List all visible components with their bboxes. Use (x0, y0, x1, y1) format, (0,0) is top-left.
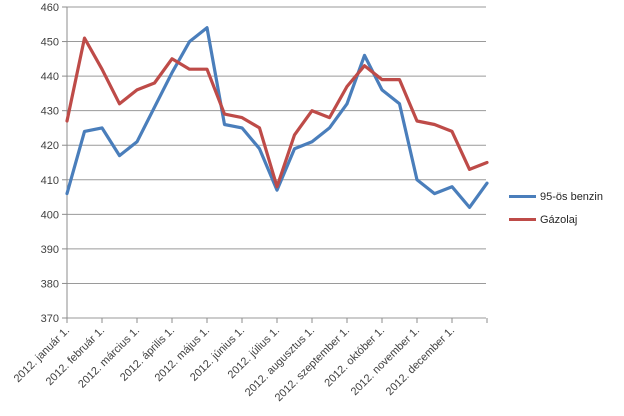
gazolaj-series-line (65, 36, 489, 189)
chart-legend: 95-ös benzin Gázolaj (509, 188, 603, 234)
legend-item-gazolaj: Gázolaj (509, 211, 603, 228)
y-axis-label: 390 (41, 244, 59, 256)
legend-item-benzin: 95-ös benzin (509, 188, 603, 205)
benzin-line-swatch-icon (509, 195, 536, 198)
gazolaj-line-swatch-icon (509, 218, 536, 221)
x-axis-label: 2012. december 1. (384, 325, 457, 398)
y-axis-label: 380 (41, 278, 59, 290)
x-axis-label: 2012. március 1. (76, 325, 142, 391)
x-axis-label: 2012. október 1. (322, 325, 387, 390)
y-axis-label: 370 (41, 313, 59, 325)
benzin-series-line (65, 26, 489, 209)
legend-label-gazolaj: Gázolaj (540, 213, 578, 226)
legend-label-benzin: 95-ös benzin (540, 190, 603, 203)
y-axis-label: 460 (41, 2, 59, 14)
y-axis-label: 410 (41, 175, 59, 187)
y-axis-label: 430 (41, 106, 59, 118)
y-axis-label: 450 (41, 37, 59, 49)
y-axis-label: 400 (41, 209, 59, 221)
y-axis-label: 440 (41, 71, 59, 83)
y-axis-label: 420 (41, 140, 59, 152)
